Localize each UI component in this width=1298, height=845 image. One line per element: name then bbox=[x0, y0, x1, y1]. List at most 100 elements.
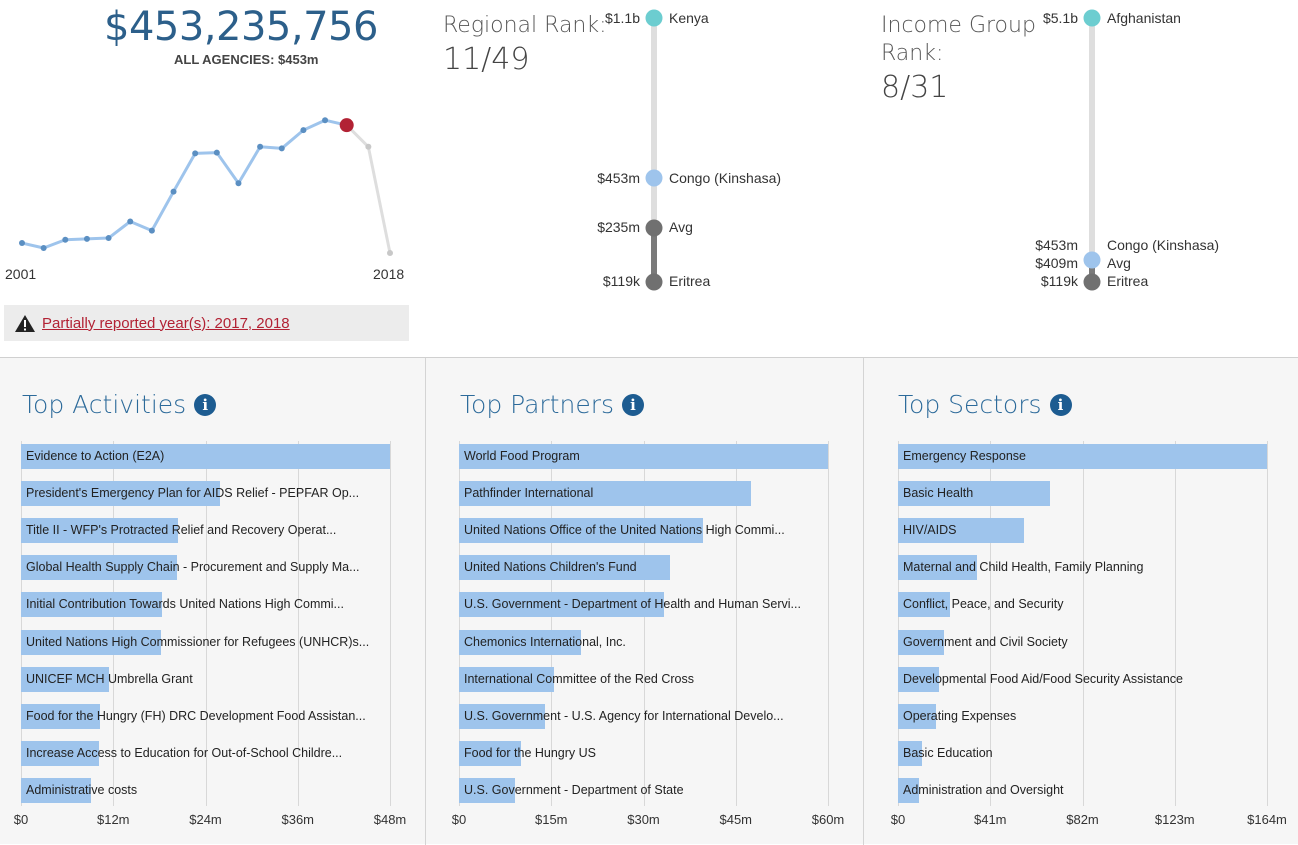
bar[interactable] bbox=[898, 518, 1025, 544]
bar-label[interactable]: Administrative costs bbox=[26, 782, 138, 797]
regional-rank-label: Regional Rank: bbox=[443, 13, 607, 38]
bar[interactable] bbox=[21, 740, 99, 766]
bar-label[interactable]: U.S. Government - Department of Health a… bbox=[464, 597, 801, 612]
bar-label[interactable]: Title II - WFP's Protracted Relief and R… bbox=[26, 523, 337, 538]
bar[interactable] bbox=[459, 481, 751, 507]
axis-tick-label: $123m bbox=[1154, 811, 1195, 827]
axis-tick-label: $45m bbox=[719, 811, 753, 827]
bar-label[interactable]: Developmental Food Aid/Food Security Ass… bbox=[903, 671, 1184, 686]
bar-label[interactable]: Pathfinder International bbox=[464, 486, 594, 501]
bar[interactable] bbox=[898, 629, 944, 655]
bar[interactable] bbox=[898, 555, 977, 581]
bar[interactable] bbox=[459, 518, 704, 544]
bar[interactable] bbox=[459, 555, 670, 581]
bar-label[interactable]: Maternal and Child Health, Family Planni… bbox=[903, 560, 1144, 575]
axis-tick-label: $30m bbox=[627, 811, 660, 827]
bar-label[interactable]: Initial Contribution Towards United Nati… bbox=[26, 597, 344, 612]
bar[interactable] bbox=[21, 777, 91, 803]
bar-label[interactable]: U.S. Government - Department of State bbox=[464, 782, 684, 797]
bar-label[interactable]: United Nations Office of the United Nati… bbox=[464, 523, 785, 538]
axis-tick-label: $164m bbox=[1247, 811, 1287, 827]
partial-report-warning: Partially reported year(s): 2017, 2018 bbox=[4, 305, 409, 341]
bar[interactable] bbox=[898, 444, 1267, 469]
regional-bottom-name: Eritrea bbox=[669, 273, 711, 289]
income-rank-label-line2: Rank: bbox=[881, 41, 944, 66]
income-top-name: Afghanistan bbox=[1107, 10, 1181, 26]
bar-label[interactable]: U.S. Government - U.S. Agency for Intern… bbox=[464, 708, 784, 723]
bar-label[interactable]: Food for the Hungry US bbox=[464, 745, 597, 760]
bar[interactable] bbox=[21, 703, 101, 729]
bar[interactable] bbox=[459, 592, 664, 618]
bar-label[interactable]: Chemonics International, Inc. bbox=[464, 634, 626, 649]
bar-label[interactable]: UNICEF MCH Umbrella Grant bbox=[26, 671, 193, 686]
bar-label[interactable]: United Nations Children's Fund bbox=[464, 560, 637, 575]
bar-label[interactable]: Administration and Oversight bbox=[903, 782, 1064, 797]
total-amount: $453,235,756 bbox=[104, 4, 378, 50]
bar-label[interactable]: Food for the Hungry (FH) DRC Development… bbox=[26, 708, 366, 723]
bar-label[interactable]: Global Health Supply Chain - Procurement… bbox=[26, 560, 360, 575]
panel-divider bbox=[863, 358, 864, 845]
income-current-dot bbox=[1083, 251, 1101, 269]
gridline bbox=[898, 441, 899, 806]
income-top-value: $5.1b bbox=[1042, 10, 1078, 26]
bar-label[interactable]: International Committee of the Red Cross bbox=[464, 671, 694, 686]
bar-label[interactable]: Operating Expenses bbox=[903, 708, 1017, 723]
income-avg-name: Avg bbox=[1107, 255, 1131, 271]
regional-rank-value: 11/49 bbox=[443, 42, 530, 77]
bar[interactable] bbox=[21, 481, 221, 507]
bar[interactable] bbox=[898, 703, 937, 729]
axis-tick-label: $48m bbox=[373, 811, 407, 827]
bar[interactable] bbox=[898, 666, 939, 692]
panel-title-text: Top Partners bbox=[460, 390, 615, 419]
warning-icon bbox=[15, 314, 35, 332]
bar-label[interactable]: Evidence to Action (E2A) bbox=[26, 449, 165, 463]
bar[interactable] bbox=[21, 518, 178, 544]
top-partners-title: Top Partners i bbox=[460, 390, 645, 419]
panel-title-text: Top Activities bbox=[22, 390, 187, 419]
bar-label[interactable]: HIV/AIDS bbox=[903, 523, 957, 538]
sparkline-point bbox=[339, 118, 354, 133]
bar[interactable] bbox=[21, 666, 110, 692]
bar-label[interactable]: World Food Program bbox=[464, 449, 580, 463]
bar[interactable] bbox=[459, 777, 515, 803]
regional-rank-scale bbox=[645, 9, 663, 291]
info-icon[interactable]: i bbox=[1049, 393, 1072, 416]
axis-tick-label: $41m bbox=[973, 811, 1007, 827]
bar[interactable] bbox=[459, 740, 522, 766]
info-icon[interactable]: i bbox=[194, 393, 217, 416]
bar[interactable] bbox=[459, 629, 582, 655]
bar[interactable] bbox=[21, 629, 161, 655]
bar[interactable] bbox=[898, 481, 1050, 507]
info-icon[interactable]: i bbox=[622, 393, 645, 416]
gridline bbox=[205, 441, 207, 806]
sparkline-point bbox=[257, 143, 264, 150]
top-activities-panel: Top Activities i Evidence to Action (E2A… bbox=[0, 358, 425, 845]
bar-label[interactable]: Increase Access to Education for Out-of-… bbox=[26, 745, 343, 760]
income-current-value: $453m bbox=[1035, 237, 1078, 253]
bar[interactable] bbox=[21, 555, 178, 581]
bar[interactable] bbox=[21, 444, 390, 469]
all-agencies-total: ALL AGENCIES: $453m bbox=[174, 52, 319, 67]
bar-label[interactable]: United Nations High Commissioner for Ref… bbox=[26, 634, 370, 649]
bar[interactable] bbox=[459, 444, 828, 469]
bar-label[interactable]: Conflict, Peace, and Security bbox=[903, 597, 1064, 612]
bar[interactable] bbox=[459, 666, 555, 692]
sparkline-point bbox=[192, 150, 199, 157]
regional-top-dot bbox=[645, 9, 663, 27]
bar-label[interactable]: Basic Health bbox=[903, 486, 974, 501]
bar[interactable] bbox=[898, 592, 950, 618]
sparkline-point bbox=[170, 188, 177, 195]
axis-tick-label: $0 bbox=[451, 811, 467, 827]
bar[interactable] bbox=[898, 740, 923, 766]
bar[interactable] bbox=[898, 777, 919, 803]
partial-years-link[interactable]: Partially reported year(s): 2017, 2018 bbox=[42, 314, 290, 332]
bar[interactable] bbox=[459, 703, 546, 729]
bar-label[interactable]: President's Emergency Plan for AIDS Reli… bbox=[26, 486, 360, 501]
bar-label[interactable]: Government and Civil Society bbox=[903, 634, 1068, 649]
bar-label[interactable]: Emergency Response bbox=[903, 449, 1026, 463]
sparkline-point bbox=[387, 250, 393, 256]
bar-label[interactable]: Basic Education bbox=[903, 745, 993, 760]
end-year-label: 2018 bbox=[373, 266, 405, 282]
sparkline-point bbox=[83, 235, 90, 242]
bar[interactable] bbox=[21, 592, 162, 618]
